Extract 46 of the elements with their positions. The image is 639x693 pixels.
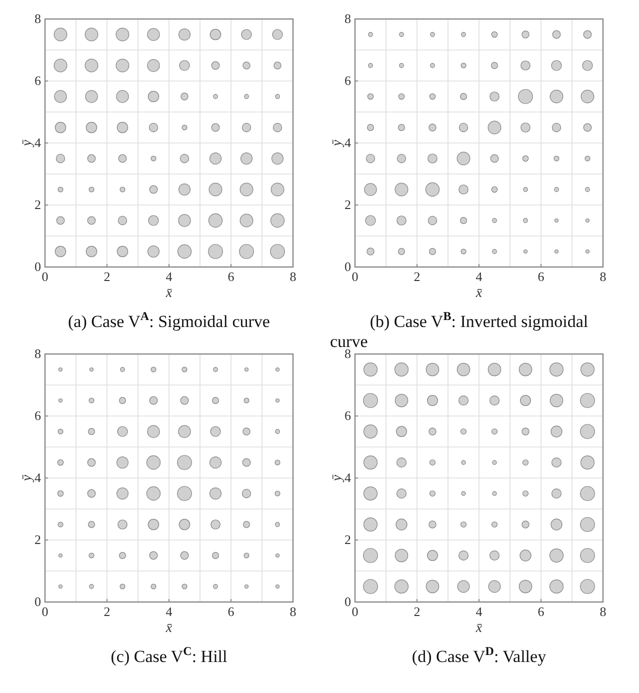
y-tick-label: 4 <box>344 470 352 485</box>
y-tick-label: 6 <box>344 73 352 88</box>
x-axis-title: x̄ <box>164 621 173 636</box>
x-tick-label: 2 <box>414 604 420 619</box>
y-tick-label: 2 <box>344 197 351 212</box>
y-tick-label: 6 <box>34 408 42 423</box>
x-tick-label: 6 <box>538 269 545 284</box>
y-tick-label: 8 <box>34 11 41 26</box>
y-tick-label: 6 <box>344 408 352 423</box>
y-tick-label: 2 <box>34 532 41 547</box>
x-tick-label: 4 <box>166 604 173 619</box>
x-axis-title: x̄ <box>474 286 483 301</box>
y-tick-label: 8 <box>344 11 351 26</box>
y-tick-label: 4 <box>344 135 352 150</box>
y-tick-label: 0 <box>34 259 41 274</box>
y-tick-label: 8 <box>34 346 41 361</box>
text: (d) Case V$^{D}$: Valley <box>412 644 547 666</box>
y-tick-label: 6 <box>34 73 42 88</box>
x-axis-title: x̄ <box>474 621 483 636</box>
x-tick-label: 2 <box>104 269 110 284</box>
y-tick-label: 2 <box>34 197 41 212</box>
y-axis-title: ȳ <box>330 139 345 148</box>
x-tick-label: 2 <box>414 269 420 284</box>
x-tick-label: 6 <box>538 604 545 619</box>
y-axis-title: ȳ <box>20 474 35 484</box>
x-tick-label: 2 <box>104 604 110 619</box>
y-tick-label: 2 <box>344 532 351 547</box>
x-axis-title: x̄ <box>164 286 173 301</box>
y-tick-label: 0 <box>344 594 351 609</box>
x-tick-label: 8 <box>600 269 606 284</box>
x-tick-label: 8 <box>600 604 606 619</box>
y-axis-title: ȳ <box>330 474 345 484</box>
x-tick-label: 4 <box>476 269 483 284</box>
x-tick-label: 6 <box>228 604 235 619</box>
x-tick-label: 8 <box>290 604 296 619</box>
text: (c) Case V$^{C}$: Hill <box>110 644 228 666</box>
y-tick-label: 0 <box>344 259 351 274</box>
x-tick-label: 4 <box>476 604 483 619</box>
x-tick-label: 4 <box>166 269 173 284</box>
y-tick-label: 4 <box>34 470 42 485</box>
x-tick-label: 8 <box>290 269 296 284</box>
y-tick-label: 0 <box>34 594 41 609</box>
text: (a) Case V$^{A}$: Sigmoidal curve <box>68 309 270 331</box>
y-tick-label: 4 <box>34 135 42 150</box>
x-tick-label: 6 <box>228 269 235 284</box>
y-axis-title: ȳ <box>20 139 35 148</box>
